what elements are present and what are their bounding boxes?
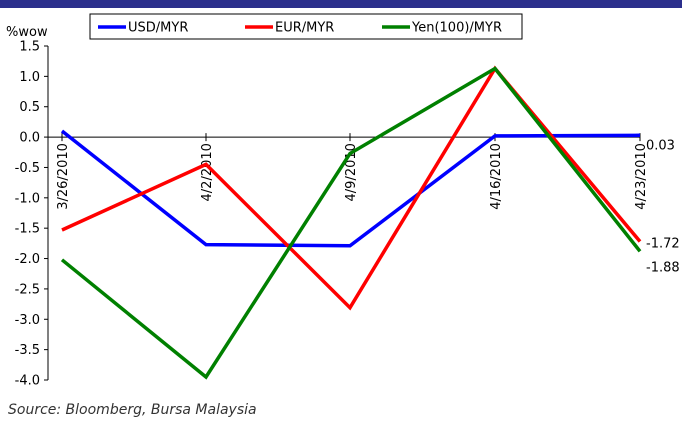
- y-tick-label: -0.5: [15, 161, 40, 176]
- end-value-label: -1.72: [646, 237, 680, 252]
- series-line-yen-100-myr: [60, 66, 642, 380]
- series-line-eur-myr: [61, 65, 642, 311]
- y-axis: 1.5 1.0 0.5 0.0 -0.5 -1.0 -1.5 -2.0 -2.5 -3.0 -3.5…: [15, 40, 49, 389]
- y-tick-label: 1.5: [19, 40, 40, 55]
- series-line-usd-myr: [60, 129, 641, 248]
- y-tick-label: -4.0: [15, 374, 40, 389]
- end-value-label: 0.03: [646, 138, 675, 153]
- source-note: Source: Bloomberg, Bursa Malaysia: [8, 402, 257, 418]
- y-tick-label: -3.0: [15, 313, 40, 328]
- x-tick-label: 4/16/2010: [489, 143, 504, 210]
- y-tick-label: 0.5: [19, 100, 40, 115]
- series-lines: [60, 65, 642, 380]
- y-tick-label: -2.0: [15, 252, 40, 267]
- x-tick-label: 4/23/2010: [634, 143, 649, 210]
- end-value-label: -1.88: [646, 260, 680, 275]
- end-value-labels: 0.03 -1.72 -1.88: [646, 138, 680, 275]
- y-tick-label: 1.0: [19, 70, 40, 85]
- x-tick-label: 3/26/2010: [56, 143, 71, 210]
- header-bar: [0, 0, 682, 8]
- legend-box: [89, 13, 523, 40]
- y-tick-label: -3.5: [15, 343, 40, 358]
- y-tick-label: -1.5: [15, 222, 40, 237]
- legend-label: Yen(100)/MYR: [411, 21, 502, 36]
- y-tick-label: -2.5: [15, 282, 40, 297]
- legend: USD/MYR EUR/MYR Yen(100)/MYR: [89, 13, 523, 40]
- legend-label: EUR/MYR: [275, 21, 334, 36]
- y-axis-label: %wow: [6, 25, 48, 40]
- x-tick-label: 4/2/2010: [200, 143, 215, 201]
- y-tick-label: 0.0: [19, 131, 40, 146]
- legend-label: USD/MYR: [128, 21, 188, 36]
- y-tick-label: -1.0: [15, 191, 40, 206]
